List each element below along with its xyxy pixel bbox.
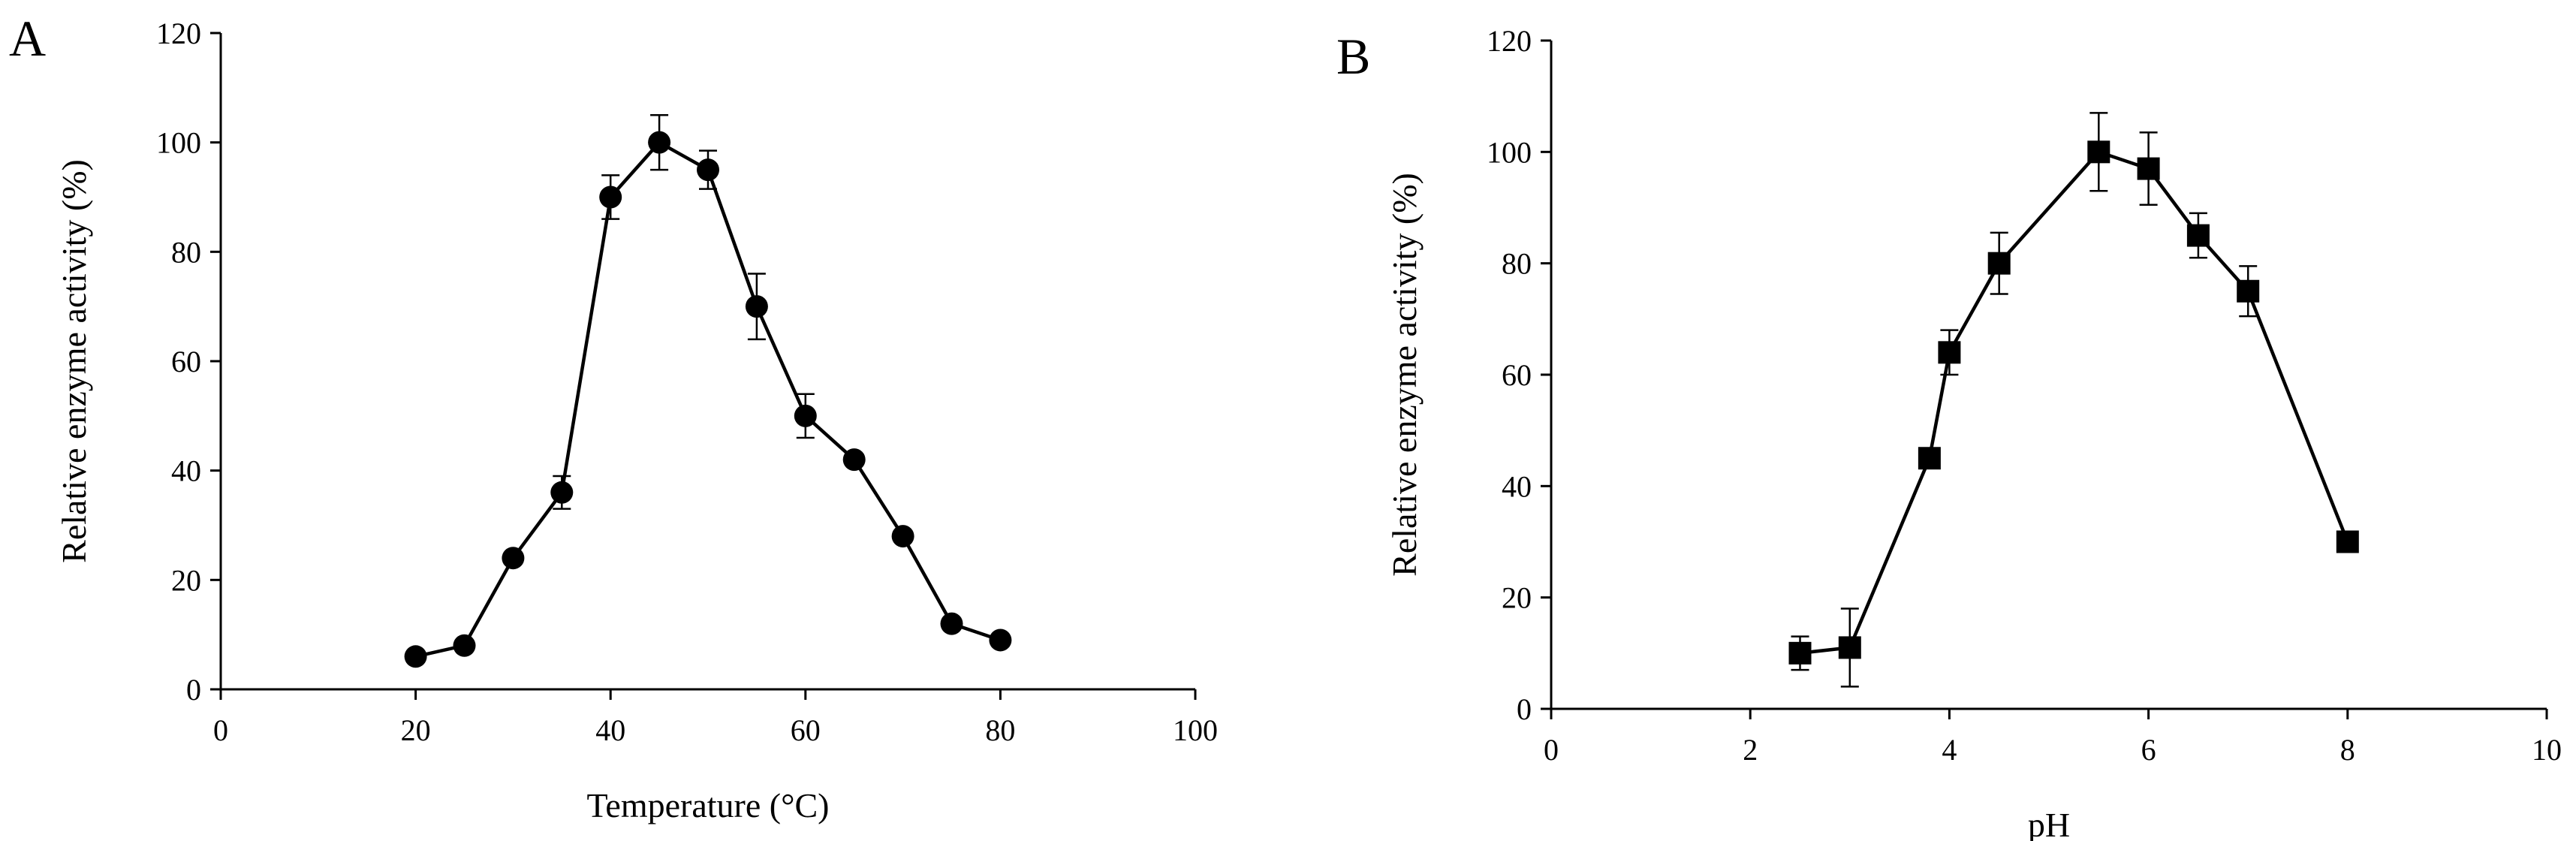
data-point: [940, 612, 963, 635]
x-tick-label: 6: [2141, 733, 2156, 767]
panel-b: 0 20 40 60 80 100 120 0 2 4 6 8 10 pH Relative enzyme …: [1336, 24, 2562, 841]
y-tick-label: 20: [171, 563, 201, 597]
y-tick-label: 0: [1517, 692, 1532, 726]
y-tick-label: 80: [171, 235, 201, 269]
y-tick-label: 100: [1487, 135, 1532, 169]
data-point: [404, 645, 427, 668]
data-point: [989, 628, 1012, 652]
x-tick-label: 40: [595, 713, 625, 747]
data-point: [2186, 224, 2210, 247]
data-point: [453, 634, 476, 657]
panel-label: B: [1336, 28, 1370, 85]
data-point: [1938, 341, 1961, 364]
y-tick-label: 40: [1502, 469, 1532, 503]
y-tick-label: 20: [1502, 581, 1532, 615]
data-point: [502, 547, 525, 570]
y-tick-label: 0: [186, 673, 201, 707]
y-tick-label: 60: [1502, 358, 1532, 392]
y-tick-label: 80: [1502, 247, 1532, 281]
x-tick-label: 100: [1173, 713, 1218, 747]
data-point: [697, 158, 719, 182]
x-tick-label: 2: [1743, 733, 1758, 767]
x-axis-title: pH: [2028, 806, 2070, 841]
y-tick-label: 40: [171, 454, 201, 488]
data-point: [1918, 447, 1941, 470]
x-tick-label: 60: [791, 713, 821, 747]
data-point: [648, 131, 671, 154]
x-axis-title: Temperature (°C): [587, 786, 830, 824]
x-tick-label: 10: [2532, 733, 2562, 767]
panel-label: A: [9, 10, 46, 67]
x-tick-label: 8: [2340, 733, 2355, 767]
y-tick-label: 100: [156, 126, 201, 160]
data-point: [1838, 636, 1861, 659]
panel-a: 0 20 40 60 80 100 120 0 20 40 60 80 100 Temperature (…: [9, 10, 1218, 824]
data-point: [1987, 252, 2011, 275]
y-axis-title: Relative enzyme activity (%): [1385, 173, 1424, 577]
x-tick-label: 0: [1544, 733, 1559, 767]
data-point: [1788, 641, 1812, 665]
data-point: [2336, 530, 2359, 553]
y-tick-label: 60: [171, 345, 201, 378]
y-tick-label: 120: [1487, 24, 1532, 58]
data-point: [550, 481, 574, 504]
data-point: [745, 295, 768, 318]
data-point: [842, 448, 866, 472]
series-line: [415, 140, 1002, 659]
data-point: [891, 525, 914, 548]
data-point: [2237, 279, 2260, 303]
x-tick-label: 20: [401, 713, 431, 747]
x-tick-label: 80: [985, 713, 1015, 747]
data-point: [2137, 157, 2160, 180]
y-tick-label: 120: [156, 17, 201, 50]
data-point: [599, 185, 622, 209]
series-line: [1800, 149, 2349, 656]
x-tick-label: 0: [213, 713, 228, 747]
data-point: [794, 404, 817, 427]
x-tick-label: 4: [1942, 733, 1957, 767]
data-point: [2087, 140, 2111, 164]
y-axis-title: Relative enzyme activity (%): [55, 159, 93, 563]
